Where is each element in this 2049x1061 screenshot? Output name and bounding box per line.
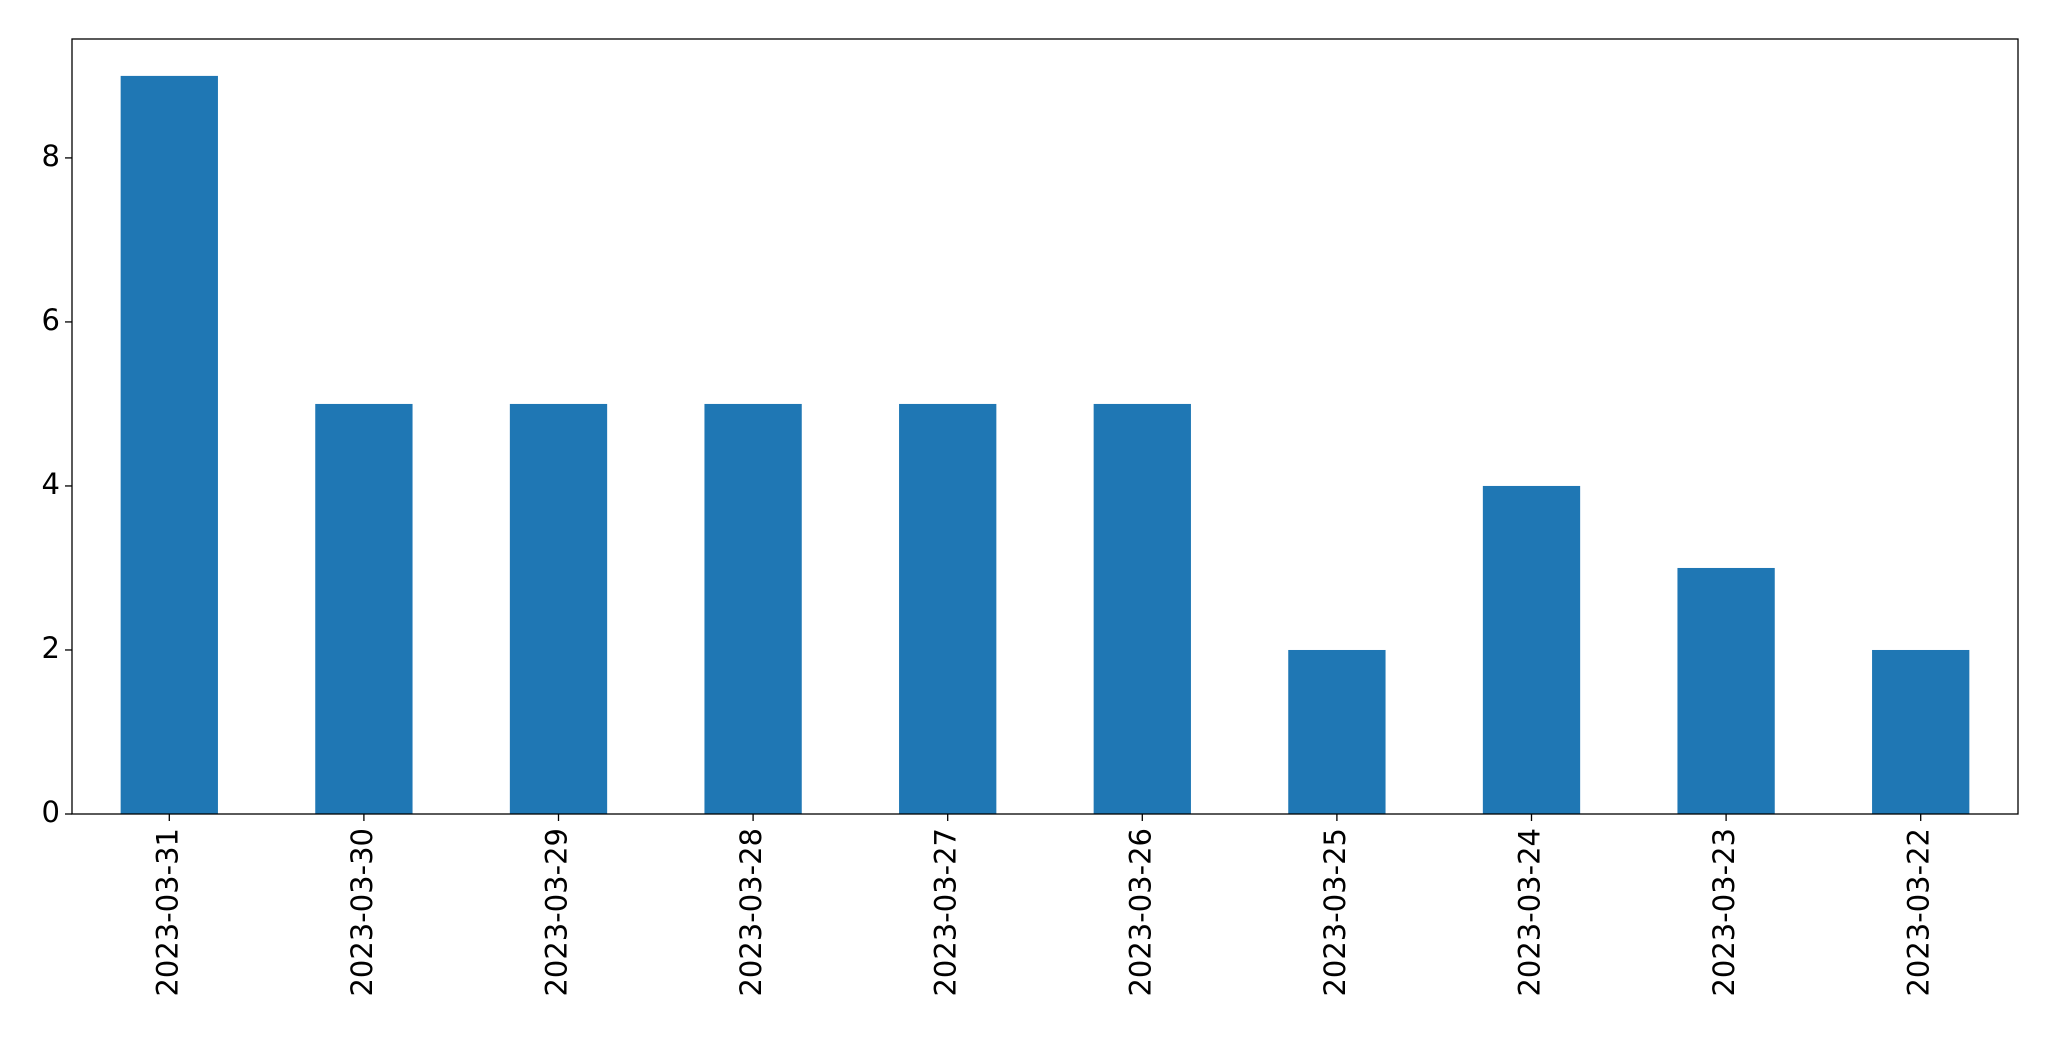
bar bbox=[509, 403, 608, 814]
bar bbox=[315, 403, 413, 814]
bar bbox=[120, 75, 218, 814]
bar bbox=[899, 403, 997, 814]
bar bbox=[1288, 649, 1386, 814]
x-tick-label: 2023-03-29 bbox=[540, 828, 574, 997]
x-tick-label: 2023-03-30 bbox=[345, 828, 379, 997]
bar bbox=[1677, 567, 1775, 814]
bar bbox=[1482, 485, 1581, 814]
bar bbox=[704, 403, 802, 814]
y-tick-label: 8 bbox=[42, 139, 60, 173]
y-tick-label: 6 bbox=[42, 303, 60, 337]
y-tick-label: 2 bbox=[42, 631, 60, 665]
x-tick-label: 2023-03-24 bbox=[1513, 828, 1547, 997]
x-tick-label: 2023-03-22 bbox=[1902, 828, 1936, 997]
x-tick-label: 2023-03-31 bbox=[150, 828, 184, 997]
bar bbox=[1872, 649, 1970, 814]
y-tick-label: 4 bbox=[42, 467, 60, 501]
x-tick-label: 2023-03-26 bbox=[1123, 828, 1157, 997]
bar bbox=[1093, 403, 1191, 814]
axes-frame bbox=[71, 38, 2019, 815]
x-tick-label: 2023-03-27 bbox=[929, 828, 963, 997]
x-tick-label: 2023-03-28 bbox=[734, 828, 768, 997]
y-tick-label: 0 bbox=[42, 795, 60, 829]
x-tick-label: 2023-03-23 bbox=[1707, 828, 1741, 997]
x-tick-label: 2023-03-25 bbox=[1318, 828, 1352, 997]
